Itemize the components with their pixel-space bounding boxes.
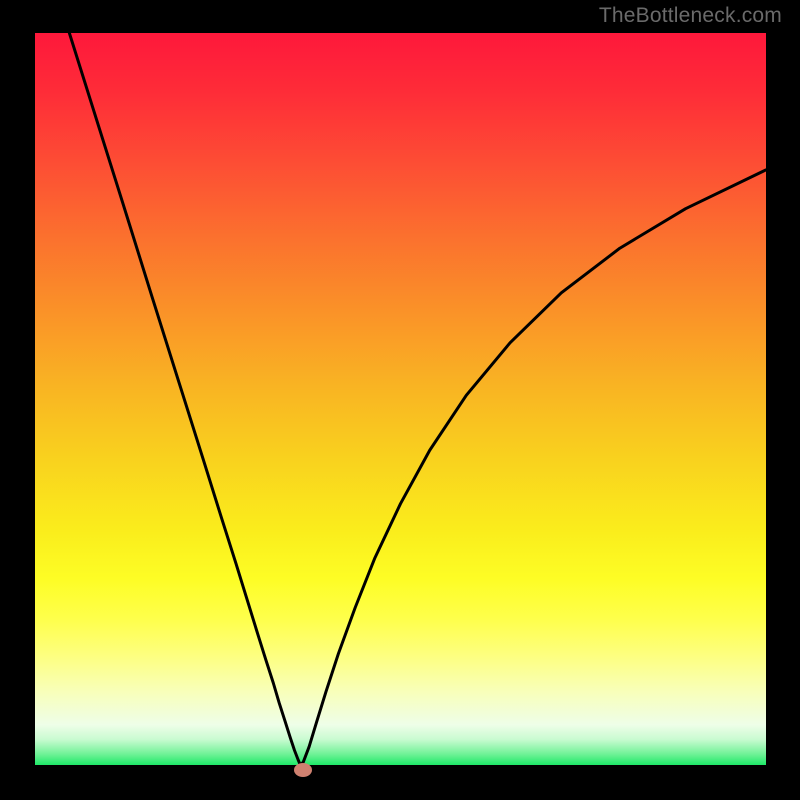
bottleneck-curve — [35, 33, 766, 765]
optimal-point-marker — [294, 763, 312, 777]
watermark-text: TheBottleneck.com — [599, 4, 782, 28]
plot-frame — [31, 30, 769, 769]
